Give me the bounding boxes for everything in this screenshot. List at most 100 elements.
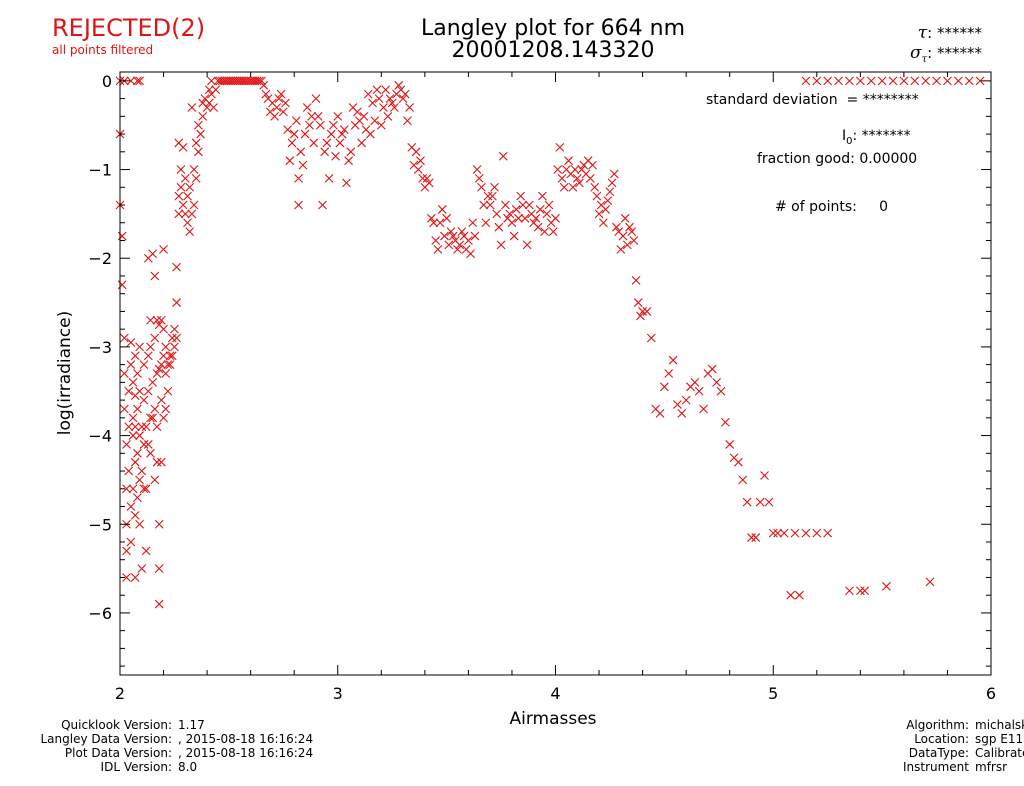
data-point-181 (331, 151, 340, 161)
data-point-54 (146, 413, 155, 423)
x-tick-label: 5 (768, 684, 778, 703)
data-point-139 (241, 76, 251, 86)
data-point-259 (501, 200, 510, 210)
data-point-376 (910, 76, 920, 86)
footer-value: sgp E11 (975, 732, 1024, 746)
data-point-269 (522, 240, 532, 250)
data-point-53 (146, 342, 155, 352)
data-point-172 (311, 94, 321, 103)
data-point-39 (137, 466, 147, 476)
footer-value: 8.0 (178, 760, 198, 774)
chart-subtitle: 20001208.143320 (451, 38, 655, 63)
data-point-10 (122, 546, 131, 556)
data-point-83 (163, 360, 173, 370)
data-point-45 (141, 422, 151, 432)
data-point-30 (133, 404, 142, 414)
data-point-161 (289, 129, 299, 139)
data-point-249 (479, 200, 489, 210)
data-point-285 (557, 174, 567, 183)
data-point-327 (659, 382, 669, 392)
data-point-342 (725, 440, 735, 449)
y-tick-label: −2 (88, 249, 112, 268)
data-point-20 (128, 413, 138, 423)
data-point-248 (477, 182, 486, 192)
data-point-371 (855, 76, 865, 86)
data-point-58 (148, 413, 158, 423)
data-point-96 (174, 209, 184, 219)
data-points (115, 76, 985, 609)
data-point-340 (716, 386, 726, 396)
data-point-224 (424, 178, 434, 188)
data-point-136 (235, 76, 245, 86)
data-point-341 (720, 417, 730, 427)
data-point-321 (636, 311, 645, 321)
data-point-345 (738, 475, 748, 485)
data-point-276 (538, 191, 547, 201)
data-point-252 (485, 200, 495, 210)
data-point-26 (130, 457, 140, 467)
data-point-196 (363, 89, 373, 99)
data-point-202 (376, 120, 386, 130)
data-point-15 (126, 338, 136, 347)
data-point-326 (655, 409, 665, 418)
sigma-subscript: τ (921, 54, 928, 65)
data-point-302 (594, 209, 604, 219)
data-point-304 (599, 218, 608, 228)
footer-left-row: Plot Data Version: , 2015-08-18 16:16:24 (0, 746, 313, 760)
footer-right-row: DataType: Calibrated (852, 746, 1024, 760)
data-point-57 (148, 377, 158, 387)
footer-left-row: Langley Data Version: , 2015-08-18 16:16:… (0, 732, 313, 746)
data-point-129 (220, 76, 229, 86)
data-point-279 (544, 200, 554, 210)
footer-label: IDL Version: (100, 760, 172, 774)
data-point-281 (548, 227, 558, 237)
data-point-17 (126, 502, 136, 511)
data-point-110 (189, 200, 199, 210)
data-point-33 (135, 342, 144, 352)
data-point-131 (224, 76, 234, 86)
data-point-238 (455, 240, 465, 250)
data-point-114 (194, 147, 203, 157)
data-point-41 (139, 360, 149, 370)
data-point-109 (189, 165, 199, 174)
data-point-378 (932, 76, 941, 86)
data-point-169 (305, 120, 314, 130)
data-point-90 (170, 342, 179, 352)
data-point-133 (228, 76, 238, 86)
data-point-361 (845, 586, 854, 596)
data-point-307 (605, 187, 615, 197)
data-point-339 (712, 377, 722, 387)
data-point-164 (294, 200, 303, 210)
data-point-184 (337, 129, 347, 139)
data-point-156 (278, 107, 288, 117)
data-point-34 (135, 386, 144, 396)
data-point-212 (398, 94, 408, 103)
data-point-205 (383, 111, 393, 121)
data-point-214 (403, 116, 412, 126)
data-point-119 (202, 103, 212, 112)
data-point-47 (141, 546, 151, 556)
data-point-244 (468, 218, 478, 228)
data-point-7 (122, 440, 131, 449)
data-point-334 (690, 377, 700, 387)
data-point-63 (152, 315, 162, 325)
y-tick-label: −6 (88, 604, 112, 623)
data-point-318 (629, 236, 639, 245)
data-point-226 (429, 218, 438, 228)
footer-left-row: IDL Version: 8.0 (0, 760, 313, 774)
data-point-220 (416, 156, 425, 166)
data-point-316 (625, 222, 634, 232)
data-point-221 (418, 174, 428, 183)
data-point-246 (472, 165, 482, 174)
data-point-275 (535, 205, 545, 214)
data-point-28 (130, 573, 140, 582)
data-point-323 (642, 307, 652, 316)
data-point-242 (464, 236, 473, 245)
data-point-381 (964, 76, 974, 86)
npoints-label: # of points: (775, 199, 857, 215)
data-point-203 (379, 103, 388, 112)
data-point-357 (794, 590, 804, 600)
data-point-317 (627, 227, 637, 237)
data-point-306 (603, 196, 613, 205)
data-point-322 (638, 307, 647, 316)
